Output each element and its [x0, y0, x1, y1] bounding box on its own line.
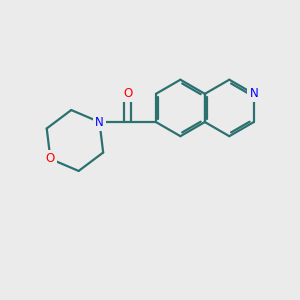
Text: N: N	[95, 116, 104, 129]
Text: O: O	[46, 152, 55, 165]
Text: O: O	[123, 87, 132, 100]
Text: N: N	[249, 87, 258, 100]
